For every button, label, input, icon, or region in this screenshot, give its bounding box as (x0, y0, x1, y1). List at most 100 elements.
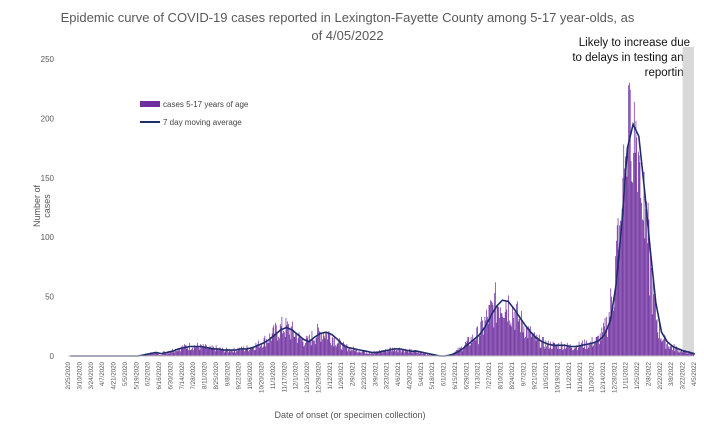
case-bar (201, 345, 202, 356)
x-tick-label: 3/8/2022 (668, 361, 675, 386)
case-bar (631, 181, 633, 356)
case-bar (331, 336, 333, 356)
x-tick-label: 5/4/2021 (418, 361, 425, 386)
case-bar (208, 347, 210, 356)
case-bar (549, 347, 551, 356)
case-bar (322, 339, 323, 356)
case-bar (244, 351, 245, 356)
case-bar (563, 348, 565, 356)
case-bar (361, 352, 362, 356)
case-bar (362, 351, 364, 356)
case-bar (291, 326, 293, 356)
case-bar (478, 344, 479, 356)
case-bar (307, 335, 309, 356)
case-bar (665, 348, 667, 356)
case-bar (295, 333, 297, 356)
case-bar (395, 351, 396, 356)
case-bar (610, 288, 612, 356)
case-bar (247, 347, 249, 356)
case-bar (203, 346, 205, 356)
case-bar (646, 243, 648, 356)
case-bar (494, 293, 495, 356)
case-bar (413, 350, 415, 356)
case-bar (234, 350, 236, 356)
x-tick-label: 1/11/2022 (623, 361, 630, 389)
case-bar (476, 327, 478, 356)
delay-annotation: Likely to increase due to delays in test… (572, 37, 690, 79)
case-bar (454, 353, 456, 356)
case-bar (228, 348, 230, 356)
case-bar (356, 348, 357, 356)
case-bar (555, 345, 557, 356)
case-bar (626, 176, 628, 356)
x-tick-label: 2/22/2022 (657, 361, 664, 389)
case-bar (183, 348, 185, 356)
case-bar (292, 321, 293, 356)
case-bar (510, 322, 512, 356)
case-bar (531, 332, 533, 356)
case-bar (573, 348, 575, 356)
case-bar (570, 347, 572, 356)
case-bar (656, 319, 658, 356)
case-bar (205, 344, 206, 356)
case-bar (394, 347, 396, 356)
case-bar (273, 325, 275, 356)
x-tick-label: 2/25/2020 (65, 361, 72, 389)
x-tick-label: 12/28/2021 (611, 361, 618, 393)
case-bar (360, 352, 362, 356)
bars-layer (138, 82, 694, 357)
case-bar (224, 351, 226, 356)
case-bar (240, 346, 242, 356)
case-bar (174, 352, 176, 356)
case-bar (214, 351, 216, 356)
case-bar (489, 304, 491, 356)
case-bar (223, 352, 225, 356)
case-bar (652, 274, 654, 356)
y-tick-label: 150 (41, 174, 55, 183)
case-bar (624, 168, 625, 356)
case-bar (367, 353, 369, 356)
case-bar (600, 340, 602, 356)
case-bar (461, 351, 463, 356)
case-bar (266, 342, 268, 356)
case-bar (210, 348, 212, 356)
case-bar (409, 350, 411, 356)
case-bar (417, 352, 418, 356)
case-bar (622, 177, 624, 356)
case-bar (245, 348, 247, 356)
x-tick-label: 6/29/2021 (463, 361, 470, 389)
case-bar (154, 352, 155, 356)
y-tick-label: 50 (45, 293, 54, 302)
case-bar (376, 351, 378, 356)
case-bar (338, 340, 340, 356)
case-bar (323, 335, 325, 356)
case-bar (585, 348, 586, 356)
case-bar (689, 352, 691, 356)
case-bar (355, 348, 357, 356)
case-bar (471, 342, 473, 356)
case-bar (361, 351, 363, 356)
x-tick-label: 12/14/2021 (600, 361, 607, 393)
line-layer (70, 121, 695, 357)
case-bar (552, 341, 554, 356)
case-bar (521, 322, 523, 356)
case-bar (378, 352, 379, 356)
case-bar (569, 344, 571, 356)
case-bar (392, 351, 394, 356)
case-bar (499, 307, 501, 356)
case-bar (525, 326, 527, 356)
case-bar (529, 326, 531, 356)
case-bar (424, 353, 426, 356)
case-bar (501, 313, 503, 356)
case-bar (643, 171, 645, 356)
case-bar (524, 338, 526, 356)
case-bar (227, 348, 228, 356)
case-bar (390, 347, 392, 356)
case-bar (659, 339, 661, 356)
case-bar (601, 327, 603, 356)
case-bar (267, 340, 269, 356)
case-bar (583, 347, 585, 356)
case-bar (654, 296, 655, 356)
case-bar (314, 344, 316, 356)
x-tick-label: 9/7/2021 (520, 361, 527, 386)
